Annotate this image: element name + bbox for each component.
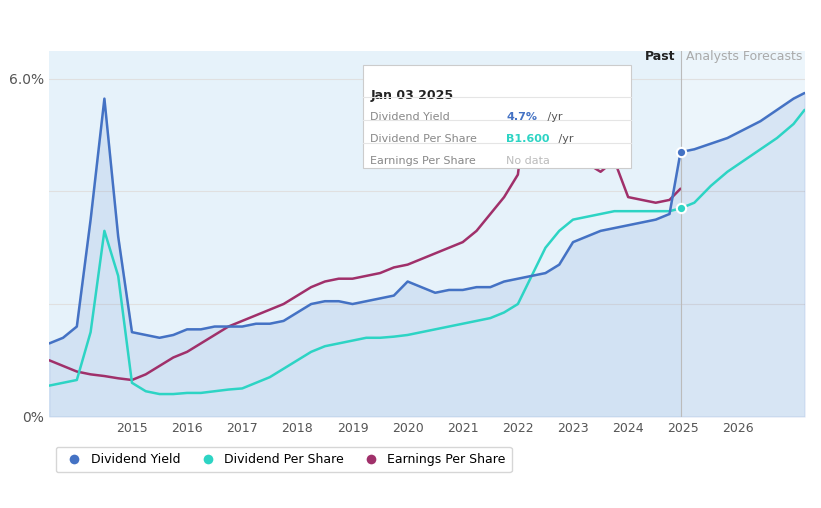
Text: Past: Past (644, 50, 675, 63)
Text: Jan 03 2025: Jan 03 2025 (370, 89, 453, 102)
Text: Analysts Forecasts: Analysts Forecasts (686, 50, 802, 63)
Text: B1.600: B1.600 (507, 134, 550, 144)
Point (674, 148, 687, 156)
Bar (49, 51, 681, 417)
Text: Earnings Per Share: Earnings Per Share (370, 155, 476, 166)
FancyBboxPatch shape (363, 66, 631, 168)
Text: Dividend Per Share: Dividend Per Share (370, 134, 477, 144)
Point (674, 204, 687, 212)
Text: Dividend Yield: Dividend Yield (370, 112, 450, 121)
Text: /yr: /yr (544, 112, 562, 121)
Text: No data: No data (507, 155, 550, 166)
Text: 4.7%: 4.7% (507, 112, 537, 121)
Legend: Dividend Yield, Dividend Per Share, Earnings Per Share: Dividend Yield, Dividend Per Share, Earn… (56, 447, 511, 472)
Text: /yr: /yr (555, 134, 574, 144)
Bar (681, 51, 805, 417)
